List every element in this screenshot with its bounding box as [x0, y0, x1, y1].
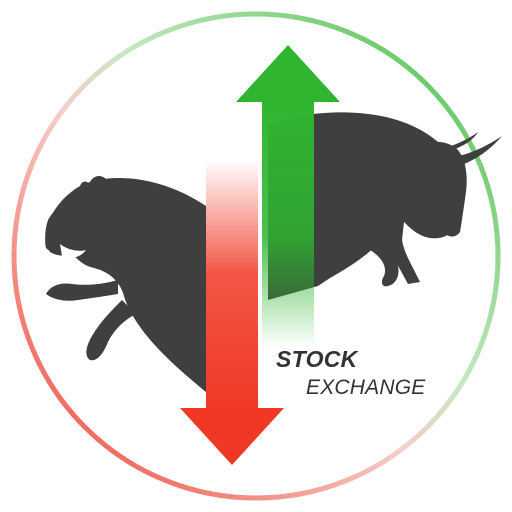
title-exchange: EXCHANGE: [306, 376, 426, 399]
down-arrow: [180, 160, 284, 465]
bull-icon: [268, 112, 502, 301]
up-arrow: [236, 45, 340, 348]
title-stock: STOCK: [276, 346, 358, 372]
outer-ring: [11, 11, 501, 501]
bear-icon: [45, 176, 206, 392]
wordmark: STOCK EXCHANGE: [270, 346, 440, 399]
